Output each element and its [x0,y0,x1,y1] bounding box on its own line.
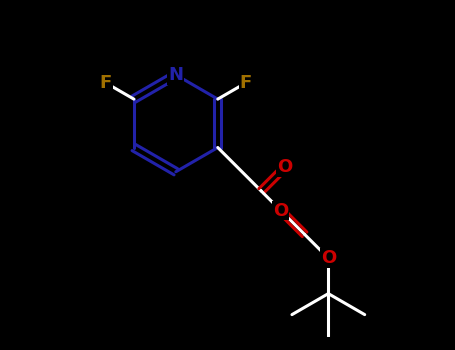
Text: O: O [277,158,293,176]
Text: F: F [240,74,252,92]
Text: O: O [321,249,336,267]
Text: F: F [100,74,112,92]
Text: O: O [273,202,288,219]
Text: N: N [168,66,183,84]
